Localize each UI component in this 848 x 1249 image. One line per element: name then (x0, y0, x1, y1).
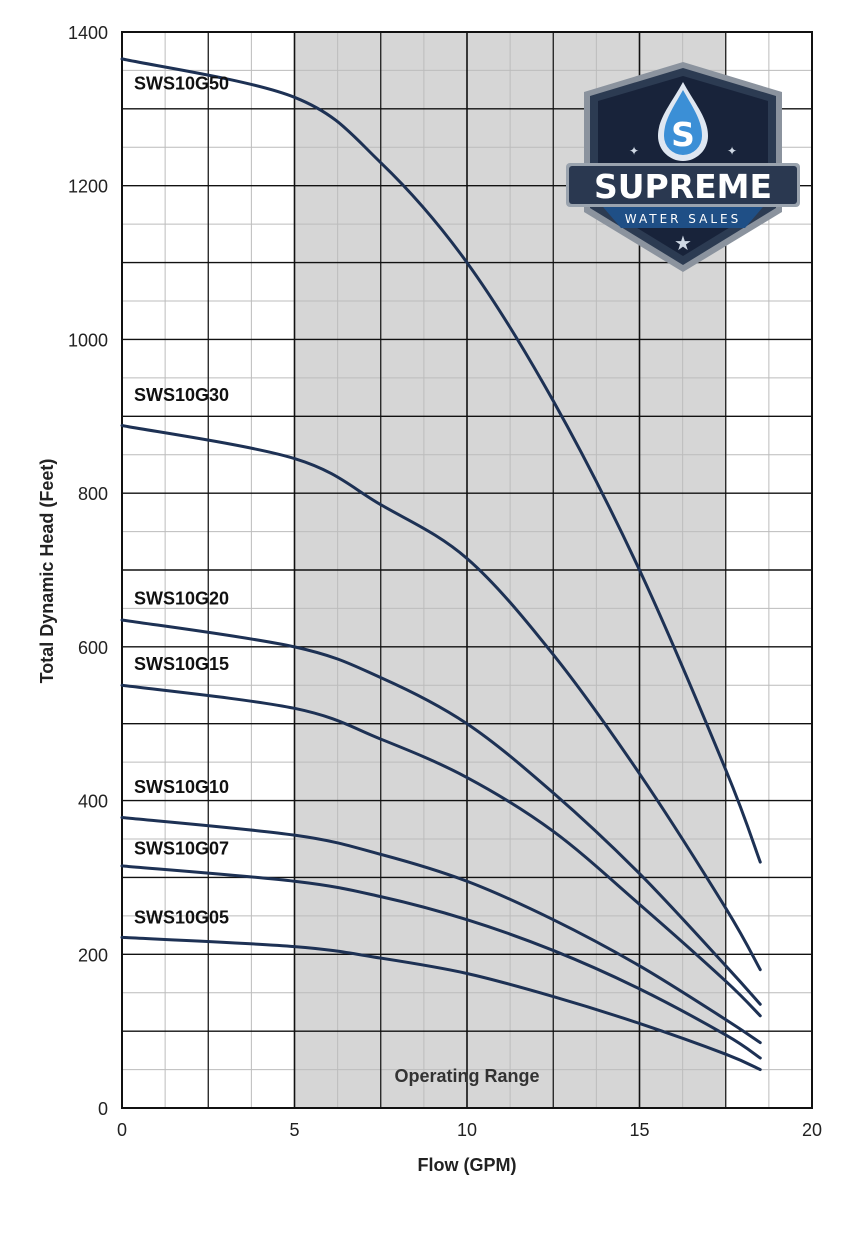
series-line-sws10g05 (120, 935, 762, 1072)
y-tick-label: 0 (98, 1099, 108, 1119)
series-labels: SWS10G50 SWS10G30 SWS10G20 SWS10G15 SWS10G10… (134, 74, 229, 928)
logo-emblem-letter: S (671, 115, 695, 154)
x-tick-label: 10 (457, 1120, 477, 1140)
sparkle-icon: ✦ (727, 144, 737, 158)
logo-title: SUPREME (594, 167, 772, 206)
series-label-sws10g20: SWS10G20 (134, 589, 229, 609)
logo-banner (603, 207, 763, 228)
x-tick-label: 15 (629, 1120, 649, 1140)
plot-frame (121, 31, 813, 1109)
logo-subtitle: WATER SALES (625, 212, 741, 226)
y-tick-label: 200 (78, 945, 108, 965)
y-tick-label: 1400 (68, 23, 108, 43)
series-line-sws10g10 (120, 815, 762, 1045)
series-label-sws10g15: SWS10G15 (134, 654, 229, 674)
series-label-sws10g10: SWS10G10 (134, 777, 229, 797)
x-axis-title: Flow (GPM) (418, 1155, 517, 1175)
series-label-sws10g50: SWS10G50 (134, 74, 229, 94)
series-line-sws10g30 (120, 424, 762, 972)
x-tick-label: 5 (289, 1120, 299, 1140)
star-icon: ★ (674, 233, 692, 255)
x-tick-label: 20 (802, 1120, 822, 1140)
sparkle-icon: ✦ (629, 144, 639, 158)
series-label-sws10g07: SWS10G07 (134, 838, 229, 858)
series-line-sws10g15 (120, 683, 762, 1018)
x-tick-label: 0 (117, 1120, 127, 1140)
y-tick-label: 600 (78, 638, 108, 658)
y-tick-label: 400 (78, 792, 108, 812)
y-axis-title: Total Dynamic Head (Feet) (37, 459, 57, 684)
series-label-sws10g05: SWS10G05 (134, 908, 229, 928)
series-label-sws10g30: SWS10G30 (134, 385, 229, 405)
y-tick-label: 800 (78, 484, 108, 504)
y-tick-label: 1200 (68, 177, 108, 197)
y-tick-label: 1000 (68, 330, 108, 350)
series-line-sws10g20 (120, 618, 762, 1006)
series-line-sws10g50 (120, 57, 762, 864)
series-lines (120, 57, 762, 1072)
operating-range-label: Operating Range (394, 1066, 539, 1086)
series-line-sws10g07 (120, 864, 762, 1060)
supreme-water-sales-logo: S ✦ ✦ SUPREME WATER SALES ★ (566, 62, 800, 272)
